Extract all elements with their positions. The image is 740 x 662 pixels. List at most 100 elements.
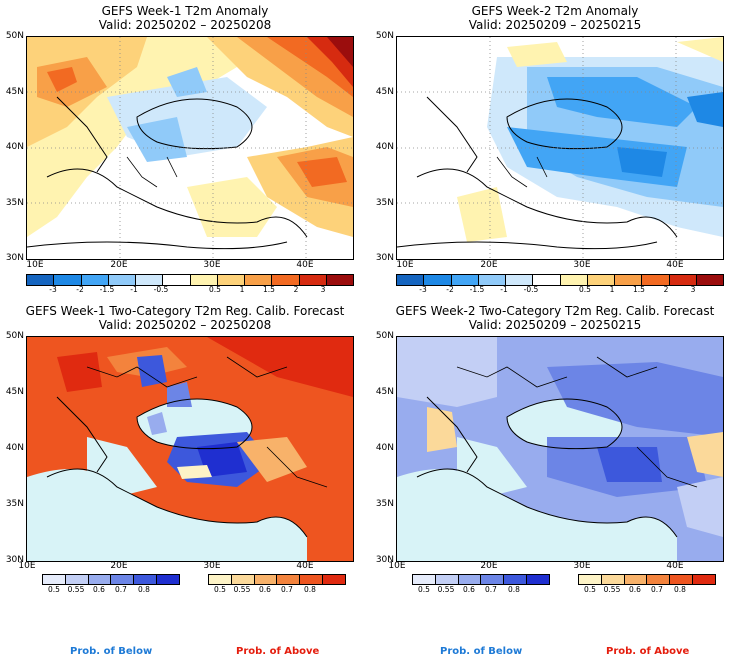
- lon-label: 40E: [296, 260, 314, 270]
- colorbar-tick: 0.8: [674, 585, 686, 594]
- colorbar-tick: 0.5: [214, 585, 226, 594]
- colorbar-tick: 0.5: [579, 285, 591, 294]
- colorbar-tick: 0.55: [437, 585, 455, 594]
- anomaly-map-week1: [26, 36, 354, 260]
- colorbar-tick: 0.55: [603, 585, 621, 594]
- lat-label: 50N: [5, 31, 24, 41]
- lat-label: 40N: [375, 443, 394, 453]
- colorbar-tick: 1: [239, 285, 245, 294]
- panel-valid-dates: Valid: 20250209 – 20250215: [468, 18, 642, 32]
- colorbar-tick: 0.55: [67, 585, 85, 594]
- below-colorbar: [412, 574, 550, 585]
- lat-label: 35N: [5, 198, 24, 208]
- lat-label: 50N: [5, 331, 24, 341]
- lat-label: 30N: [375, 253, 394, 263]
- panel-title: GEFS Week-2 T2m Anomaly: [471, 4, 639, 18]
- panel-valid-dates: Valid: 20250202 – 20250208: [98, 318, 272, 332]
- lon-label: 20E: [480, 561, 498, 571]
- lon-label: 30E: [203, 260, 221, 270]
- colorbar-tick: -1: [500, 285, 508, 294]
- panel-week1-anomaly: GEFS Week-1 T2m Anomaly Valid: 20250202 …: [0, 0, 370, 300]
- colorbar-tick: 0.5: [584, 585, 596, 594]
- lon-label: 10E: [26, 260, 44, 270]
- colorbar-tick: 0.7: [115, 585, 127, 594]
- colorbar-tick: -1.5: [469, 285, 485, 294]
- colorbar-tick: 1: [609, 285, 615, 294]
- colorbar-tick: -0.5: [153, 285, 169, 294]
- colorbar-tick: 0.7: [651, 585, 663, 594]
- prob-above-label: Prob. of Above: [236, 646, 320, 657]
- lon-label: 30E: [573, 561, 591, 571]
- colorbar-tick: 0.6: [463, 585, 475, 594]
- lat-label: 30N: [375, 555, 394, 565]
- panel-week1-probability: GEFS Week-1 Two-Category T2m Reg. Calib.…: [0, 300, 370, 600]
- colorbar-tick: -3: [419, 285, 427, 294]
- colorbar-tick: 0.8: [138, 585, 150, 594]
- lat-label: 35N: [5, 499, 24, 509]
- colorbar-tick: 0.7: [281, 585, 293, 594]
- anomaly-map-week2: [396, 36, 724, 260]
- panel-valid-dates: Valid: 20250209 – 20250215: [468, 318, 642, 332]
- colorbar-tick: 0.55: [233, 585, 251, 594]
- probability-map-week1: [26, 336, 354, 562]
- prob-below-label: Prob. of Below: [440, 646, 523, 657]
- colorbar-tick: -0.5: [523, 285, 539, 294]
- colorbar-tick: 0.6: [93, 585, 105, 594]
- colorbar-tick: 3: [690, 285, 696, 294]
- colorbar-tick: -1: [130, 285, 138, 294]
- anomaly-colorbar: [26, 274, 354, 286]
- below-colorbar: [42, 574, 180, 585]
- colorbar-tick: 0.7: [485, 585, 497, 594]
- lat-label: 45N: [5, 87, 24, 97]
- prob-above-label: Prob. of Above: [606, 646, 690, 657]
- lon-label: 40E: [666, 561, 684, 571]
- colorbar-tick: -2: [446, 285, 454, 294]
- above-colorbar: [578, 574, 716, 585]
- lat-label: 50N: [375, 31, 394, 41]
- lon-label: 30E: [203, 561, 221, 571]
- lon-label: 20E: [480, 260, 498, 270]
- panel-valid-dates: Valid: 20250202 – 20250208: [98, 18, 272, 32]
- colorbar-tick: 1.5: [633, 285, 645, 294]
- lon-label: 40E: [666, 260, 684, 270]
- lat-label: 40N: [5, 142, 24, 152]
- colorbar-tick: -3: [49, 285, 57, 294]
- lon-label: 10E: [18, 561, 36, 571]
- anomaly-colorbar: [396, 274, 724, 286]
- lon-label: 10E: [388, 561, 406, 571]
- lat-label: 35N: [375, 198, 394, 208]
- lon-label: 40E: [296, 561, 314, 571]
- lat-label: 40N: [5, 443, 24, 453]
- lon-label: 20E: [110, 561, 128, 571]
- probability-map-week2: [396, 336, 724, 562]
- colorbar-tick: 0.8: [508, 585, 520, 594]
- panel-title: GEFS Week-1 Two-Category T2m Reg. Calib.…: [25, 304, 345, 318]
- lon-label: 30E: [573, 260, 591, 270]
- colorbar-tick: 0.5: [418, 585, 430, 594]
- panel-week2-probability: GEFS Week-2 Two-Category T2m Reg. Calib.…: [370, 300, 740, 600]
- lat-label: 50N: [375, 331, 394, 341]
- colorbar-tick: -1.5: [99, 285, 115, 294]
- colorbar-tick: 0.5: [209, 285, 221, 294]
- panel-title: GEFS Week-1 T2m Anomaly: [101, 4, 269, 18]
- colorbar-tick: 3: [320, 285, 326, 294]
- lon-label: 20E: [110, 260, 128, 270]
- lat-label: 45N: [375, 387, 394, 397]
- lat-label: 45N: [375, 87, 394, 97]
- colorbar-tick: 2: [663, 285, 669, 294]
- lat-label: 35N: [375, 499, 394, 509]
- panel-week2-anomaly: GEFS Week-2 T2m Anomaly Valid: 20250209 …: [370, 0, 740, 300]
- colorbar-tick: 0.5: [48, 585, 60, 594]
- prob-below-label: Prob. of Below: [70, 646, 153, 657]
- lon-label: 10E: [396, 260, 414, 270]
- lat-label: 30N: [5, 555, 24, 565]
- colorbar-tick: 2: [293, 285, 299, 294]
- colorbar-tick: -2: [76, 285, 84, 294]
- lat-label: 45N: [5, 387, 24, 397]
- panel-title: GEFS Week-2 Two-Category T2m Reg. Calib.…: [395, 304, 715, 318]
- colorbar-tick: 1.5: [263, 285, 275, 294]
- colorbar-tick: 0.8: [304, 585, 316, 594]
- above-colorbar: [208, 574, 346, 585]
- colorbar-tick: 0.6: [629, 585, 641, 594]
- colorbar-tick: 0.6: [259, 585, 271, 594]
